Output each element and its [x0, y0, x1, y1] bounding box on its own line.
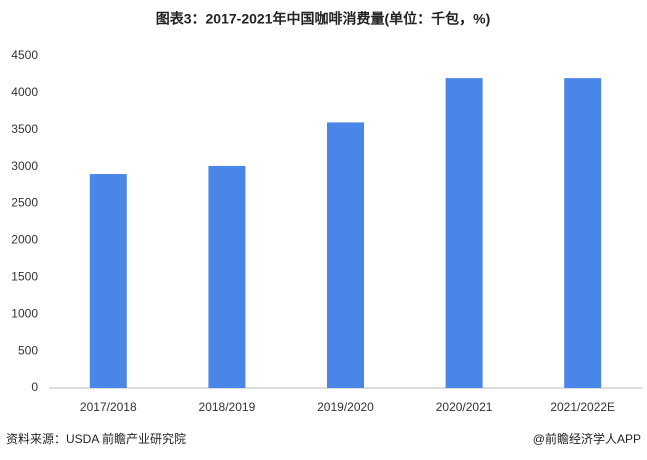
y-tick-label: 3500: [11, 122, 38, 136]
credit: @前瞻经济学人APP: [533, 431, 641, 446]
y-tick-label: 4500: [11, 48, 38, 62]
x-tick-label: 2017/2018: [80, 400, 137, 414]
source-note: 资料来源：USDA 前瞻产业研究院: [6, 431, 186, 446]
y-tick-label: 4000: [11, 85, 38, 99]
x-tick-label: 2018/2019: [199, 400, 256, 414]
x-tick-label: 2020/2021: [436, 400, 493, 414]
y-tick-label: 1000: [11, 306, 38, 320]
y-tick-label: 3000: [11, 159, 38, 173]
y-tick-label: 0: [31, 380, 38, 394]
bar: [564, 78, 602, 388]
bar: [208, 165, 246, 388]
bar: [327, 122, 364, 389]
bar: [445, 78, 483, 388]
y-tick-label: 500: [18, 343, 38, 357]
y-tick-label: 2500: [11, 196, 38, 210]
bar: [89, 174, 127, 388]
y-tick-label: 1500: [11, 270, 38, 284]
x-tick-label: 2021/2022E: [550, 400, 615, 414]
chart-title: 图表3：2017-2021年中国咖啡消费量(单位：千包，%): [156, 11, 491, 27]
y-tick-label: 2000: [11, 233, 38, 247]
x-tick-label: 2019/2020: [317, 400, 374, 414]
